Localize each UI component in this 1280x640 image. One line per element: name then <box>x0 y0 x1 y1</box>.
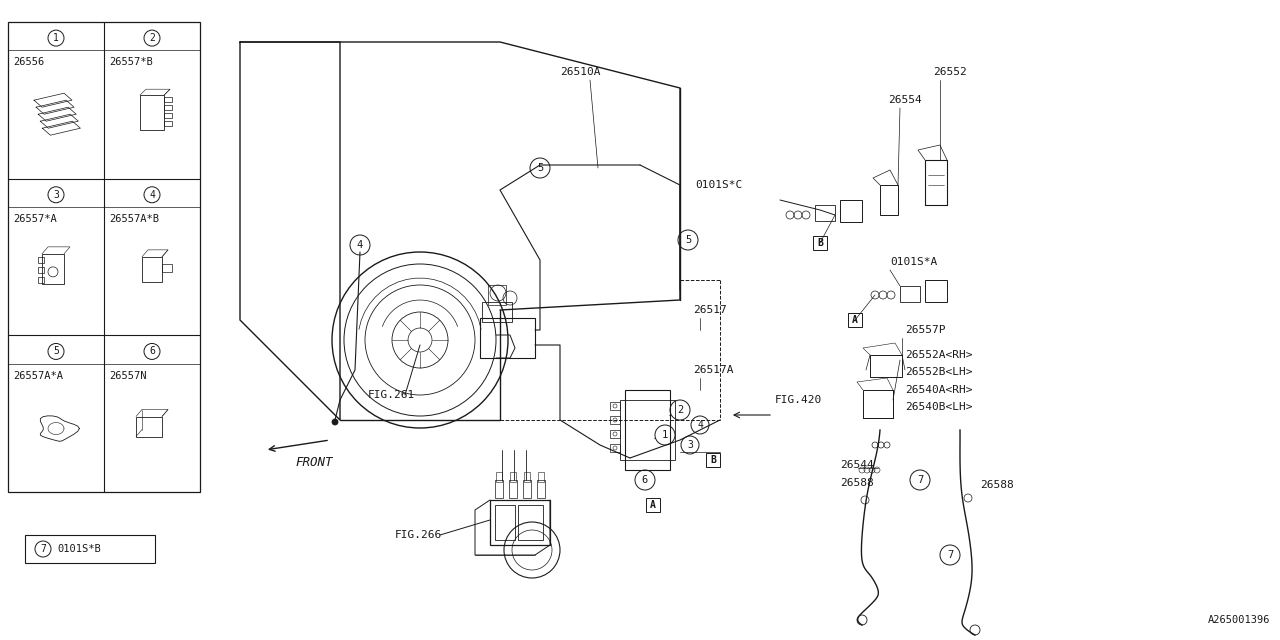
Text: 0101S*B: 0101S*B <box>58 544 101 554</box>
Text: 26517: 26517 <box>692 305 727 315</box>
Bar <box>925 280 947 302</box>
Text: 1: 1 <box>52 33 59 43</box>
Text: 26557*A: 26557*A <box>13 214 56 224</box>
Bar <box>38 257 44 263</box>
Bar <box>840 200 861 222</box>
Bar <box>38 267 44 273</box>
Bar <box>620 400 675 460</box>
Bar <box>164 105 172 110</box>
Bar <box>164 97 172 102</box>
Bar <box>136 417 163 436</box>
Text: 7: 7 <box>947 550 954 560</box>
Bar <box>164 113 172 118</box>
Bar <box>495 480 503 498</box>
Text: 2: 2 <box>148 33 155 43</box>
Text: FRONT: FRONT <box>294 456 333 468</box>
Text: 26517A: 26517A <box>692 365 733 375</box>
Text: 26556: 26556 <box>13 57 45 67</box>
Bar <box>815 205 835 221</box>
Text: 1: 1 <box>662 430 668 440</box>
Text: FIG.420: FIG.420 <box>774 395 822 405</box>
Bar <box>881 185 899 215</box>
Text: 5: 5 <box>52 346 59 356</box>
Text: 6: 6 <box>148 346 155 356</box>
Bar <box>524 472 530 482</box>
Bar <box>509 472 516 482</box>
Text: 4: 4 <box>357 240 364 250</box>
Text: 26588: 26588 <box>840 478 874 488</box>
Bar <box>497 472 502 482</box>
Text: 4: 4 <box>148 190 155 200</box>
Text: 26557*B: 26557*B <box>109 57 152 67</box>
Bar <box>495 505 515 540</box>
Text: 26557N: 26557N <box>109 371 146 381</box>
Bar <box>524 480 531 498</box>
Bar <box>900 286 920 302</box>
Text: 5: 5 <box>536 163 543 173</box>
Bar <box>8 22 200 492</box>
Text: 6: 6 <box>641 475 648 485</box>
Bar <box>488 285 506 305</box>
Text: 26540A<RH>: 26540A<RH> <box>905 385 973 395</box>
Bar <box>849 313 861 327</box>
Bar <box>870 355 902 377</box>
Bar <box>518 505 543 540</box>
Bar <box>813 236 827 250</box>
Text: 26510A: 26510A <box>561 67 600 77</box>
Bar <box>38 277 44 283</box>
Bar <box>142 257 163 282</box>
Text: 26544: 26544 <box>840 460 874 470</box>
Bar <box>538 472 544 482</box>
Bar <box>538 480 545 498</box>
Text: 7: 7 <box>916 475 923 485</box>
Text: 26540B<LH>: 26540B<LH> <box>905 402 973 412</box>
Text: 26554: 26554 <box>888 95 922 105</box>
Bar <box>140 95 164 130</box>
Text: 0101S*C: 0101S*C <box>695 180 742 190</box>
Text: B: B <box>817 238 823 248</box>
Text: 3: 3 <box>52 190 59 200</box>
Text: 26557A*A: 26557A*A <box>13 371 63 381</box>
Text: 0101S*A: 0101S*A <box>890 257 937 267</box>
Text: 4: 4 <box>698 420 703 430</box>
Bar <box>164 121 172 126</box>
Text: A265001396: A265001396 <box>1207 615 1270 625</box>
Bar <box>509 480 517 498</box>
Text: A: A <box>852 315 858 325</box>
Bar <box>490 500 550 545</box>
Bar <box>42 254 64 284</box>
Text: 3: 3 <box>687 440 692 450</box>
Bar <box>163 264 172 272</box>
Text: 26557A*B: 26557A*B <box>109 214 159 224</box>
Bar <box>611 416 620 424</box>
Text: FIG.261: FIG.261 <box>369 390 415 400</box>
Bar <box>863 390 893 418</box>
Bar <box>707 453 719 467</box>
Text: 26552: 26552 <box>933 67 966 77</box>
Text: 2: 2 <box>677 405 684 415</box>
Bar <box>26 535 155 563</box>
Text: 26557P: 26557P <box>905 325 946 335</box>
Bar <box>625 390 669 470</box>
Bar <box>611 444 620 452</box>
Text: FIG.266: FIG.266 <box>396 530 443 540</box>
Text: 5: 5 <box>685 235 691 245</box>
Bar <box>483 302 512 322</box>
Text: A: A <box>650 500 655 510</box>
Bar <box>480 318 535 358</box>
Text: 7: 7 <box>40 544 46 554</box>
Text: B: B <box>710 455 716 465</box>
Circle shape <box>332 419 338 425</box>
Bar <box>611 430 620 438</box>
Text: 26588: 26588 <box>980 480 1014 490</box>
Bar <box>611 402 620 410</box>
Bar <box>925 160 947 205</box>
Bar <box>646 498 660 512</box>
Text: 26552B<LH>: 26552B<LH> <box>905 367 973 377</box>
Text: 26552A<RH>: 26552A<RH> <box>905 350 973 360</box>
